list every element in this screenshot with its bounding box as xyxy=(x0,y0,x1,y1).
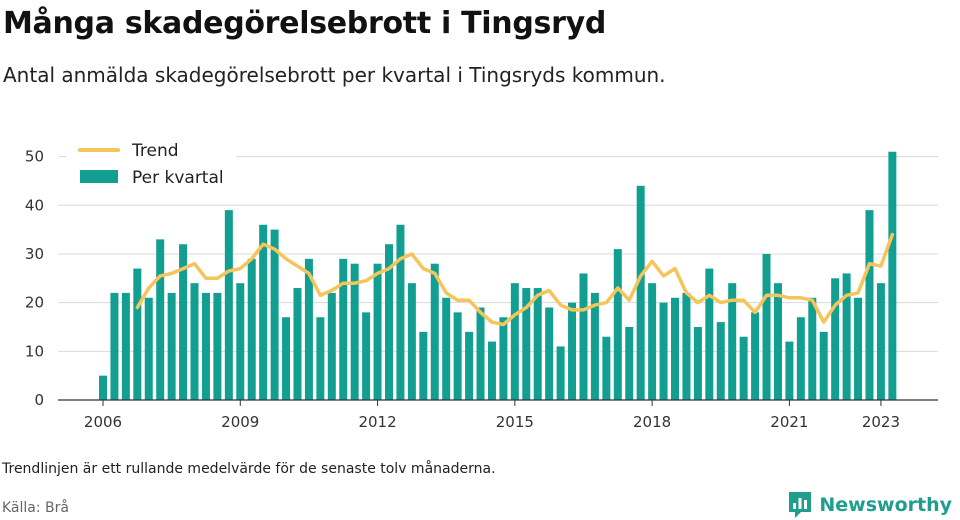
y-tick-label: 30 xyxy=(25,245,44,263)
bar xyxy=(236,283,245,400)
bar xyxy=(373,263,382,400)
bar xyxy=(739,336,748,400)
trend-line-layer xyxy=(135,232,895,327)
bars xyxy=(99,151,897,400)
bar xyxy=(304,258,313,400)
bar xyxy=(99,375,107,400)
bar xyxy=(613,249,622,400)
bar xyxy=(693,326,702,400)
bar xyxy=(419,331,428,400)
bar xyxy=(510,283,519,400)
bar xyxy=(396,224,405,400)
bar xyxy=(476,307,485,400)
y-tick-label: 20 xyxy=(25,294,44,312)
bar xyxy=(533,288,542,400)
bar xyxy=(499,317,508,400)
bar xyxy=(831,278,840,400)
bar xyxy=(590,292,599,400)
bar xyxy=(728,283,737,400)
x-tick-label: 2023 xyxy=(862,413,900,431)
bar xyxy=(385,244,393,400)
legend-swatch-bars xyxy=(80,170,118,183)
x-tick-label: 2021 xyxy=(770,413,808,431)
bar xyxy=(224,210,233,400)
bar xyxy=(865,210,874,400)
bar xyxy=(602,336,611,400)
bar xyxy=(796,317,805,400)
bar xyxy=(682,292,691,400)
x-tick-label: 2018 xyxy=(633,413,671,431)
bar xyxy=(556,346,565,400)
bar xyxy=(430,263,439,400)
bar xyxy=(842,273,851,400)
bar xyxy=(362,312,371,400)
bar xyxy=(819,331,828,400)
bar xyxy=(625,326,634,400)
bar xyxy=(659,302,668,400)
bar xyxy=(339,258,348,400)
bar xyxy=(671,297,679,400)
chart-subtitle: Antal anmälda skadegörelsebrott per kvar… xyxy=(3,63,666,87)
bar xyxy=(156,239,165,400)
bar xyxy=(282,317,291,400)
bar xyxy=(579,273,588,400)
bar xyxy=(888,151,897,400)
bar xyxy=(190,283,199,400)
brand-logo: Newsworthy xyxy=(787,490,952,520)
bar xyxy=(179,244,188,400)
bar xyxy=(167,292,176,400)
bar xyxy=(487,341,496,400)
bar xyxy=(201,292,210,400)
chart-title: Många skadegörelsebrott i Tingsryd xyxy=(3,6,606,41)
legend: Trend Per kvartal xyxy=(66,138,236,190)
x-tick-label: 2009 xyxy=(221,413,259,431)
legend-label: Per kvartal xyxy=(132,168,224,188)
brand-name: Newsworthy xyxy=(819,494,952,516)
legend-label: Trend xyxy=(131,141,179,161)
bar xyxy=(247,258,256,400)
bar xyxy=(133,268,142,400)
bar xyxy=(316,317,325,400)
y-tick-label: 40 xyxy=(25,196,44,214)
bar xyxy=(350,263,359,400)
bar xyxy=(465,331,474,400)
bar xyxy=(327,292,336,400)
bar xyxy=(453,312,462,400)
bar xyxy=(648,283,657,400)
bar xyxy=(636,185,645,400)
source-text: Källa: Brå xyxy=(2,500,69,516)
bar xyxy=(144,297,153,400)
y-tick-label: 0 xyxy=(34,391,44,409)
newsworthy-logo-icon xyxy=(789,492,812,518)
bar xyxy=(407,283,416,400)
y-tick-label: 10 xyxy=(25,342,44,360)
bar xyxy=(522,288,531,400)
bar xyxy=(705,268,714,400)
bar xyxy=(876,283,885,400)
bar xyxy=(442,297,451,400)
bar xyxy=(110,292,119,400)
bar xyxy=(762,253,771,400)
bar xyxy=(568,302,577,400)
bar xyxy=(213,292,222,400)
bar xyxy=(121,292,130,400)
y-tick-label: 50 xyxy=(25,148,44,166)
bar xyxy=(270,229,279,400)
bar xyxy=(785,341,794,400)
bar xyxy=(773,283,782,400)
x-tick-label: 2015 xyxy=(496,413,534,431)
bar xyxy=(854,297,863,400)
trend-note: Trendlinjen är ett rullande medelvärde f… xyxy=(2,461,496,477)
bar xyxy=(545,307,554,400)
axes: 0 10 20 30 40 50 2006 2009 2012 2015 2018 2021 2023 xyxy=(25,148,938,431)
x-tick-label: 2006 xyxy=(84,413,122,431)
bar xyxy=(808,297,817,400)
bar xyxy=(716,322,725,400)
bar xyxy=(293,288,302,400)
bar xyxy=(751,312,760,400)
bar xyxy=(259,224,268,400)
trend-line xyxy=(135,232,895,327)
x-tick-label: 2012 xyxy=(358,413,396,431)
